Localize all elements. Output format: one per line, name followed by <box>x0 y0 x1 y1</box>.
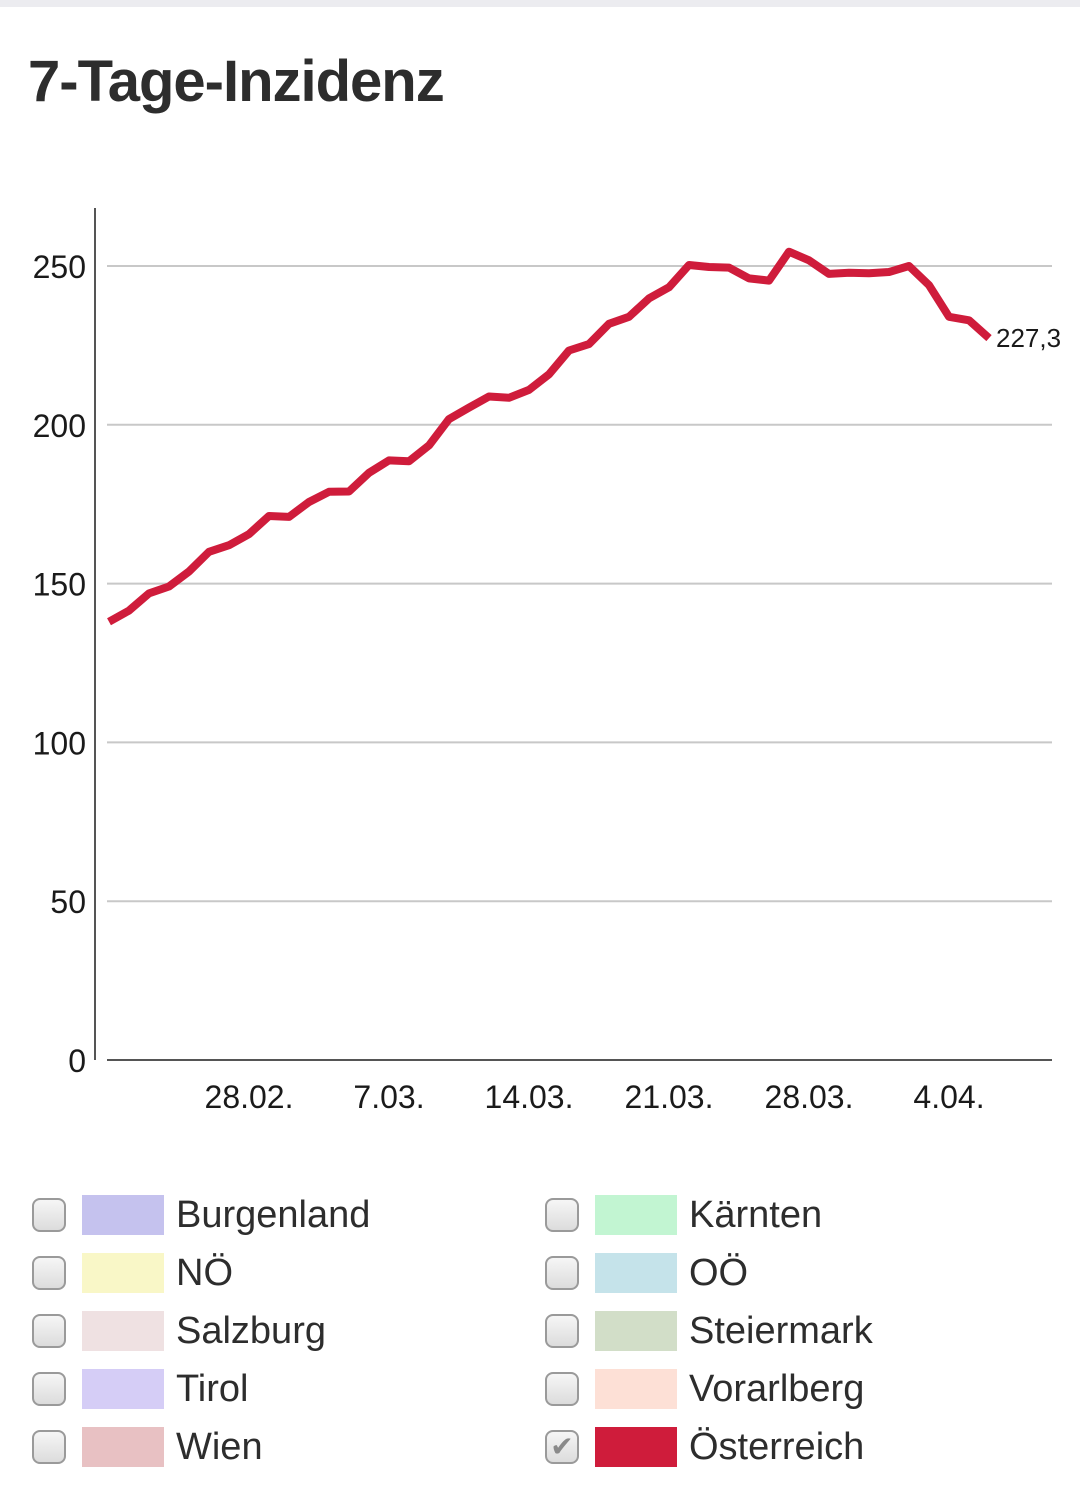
series-group: 227,3 <box>107 247 1061 626</box>
legend-checkbox[interactable] <box>545 1256 579 1290</box>
y-tick-label: 50 <box>50 884 86 920</box>
legend-swatch <box>595 1253 677 1293</box>
legend-label: Vorarlberg <box>689 1367 865 1410</box>
x-tick-label: 14.03. <box>485 1079 574 1115</box>
legend-checkbox[interactable] <box>32 1372 66 1406</box>
legend-swatch <box>82 1253 164 1293</box>
checkmark-icon: ✔ <box>550 1431 574 1462</box>
legend-swatch <box>82 1195 164 1235</box>
legend-item[interactable]: ✔ Österreich <box>545 1422 864 1472</box>
y-tick-label: 150 <box>33 567 86 603</box>
legend-swatch <box>82 1427 164 1467</box>
legend-item[interactable]: Burgenland <box>32 1190 370 1240</box>
x-axis-ticks: 28.02. 7.03. 14.03. 21.03. 28.03. 4.04. <box>205 1079 985 1115</box>
y-tick-label: 200 <box>33 408 86 444</box>
legend-swatch <box>82 1311 164 1351</box>
x-tick-label: 28.03. <box>765 1079 854 1115</box>
legend-item[interactable]: Tirol <box>32 1364 248 1414</box>
legend-label: Österreich <box>689 1425 865 1468</box>
series-line-0 <box>107 247 992 626</box>
x-tick-label: 7.03. <box>353 1079 424 1115</box>
legend-checkbox[interactable] <box>32 1314 66 1348</box>
legend-label: Wien <box>176 1425 263 1468</box>
legend-checkbox[interactable] <box>32 1256 66 1290</box>
legend-label: Steiermark <box>689 1309 873 1352</box>
legend-swatch <box>595 1311 677 1351</box>
top-strip <box>0 0 1080 7</box>
legend-item[interactable]: Steiermark <box>545 1306 873 1356</box>
legend-label: NÖ <box>176 1251 233 1294</box>
legend-swatch <box>82 1369 164 1409</box>
legend-swatch <box>595 1427 677 1467</box>
y-tick-label: 0 <box>68 1043 86 1079</box>
y-tick-label: 250 <box>33 249 86 285</box>
legend-swatch <box>595 1195 677 1235</box>
legend-item[interactable]: OÖ <box>545 1248 748 1298</box>
legend-label: Tirol <box>176 1367 249 1410</box>
legend-checkbox[interactable] <box>545 1314 579 1348</box>
legend-checkbox[interactable]: ✔ <box>545 1430 579 1464</box>
axes <box>94 208 1052 1061</box>
legend-item[interactable]: NÖ <box>32 1248 233 1298</box>
legend-item[interactable]: Vorarlberg <box>545 1364 864 1414</box>
y-axis-ticks: 0 50 100 150 200 250 <box>33 249 86 1079</box>
x-tick-label: 4.04. <box>913 1079 984 1115</box>
y-tick-label: 100 <box>33 725 86 761</box>
legend-checkbox[interactable] <box>545 1198 579 1232</box>
legend-label: OÖ <box>689 1251 749 1294</box>
chart-title: 7-Tage-Inzidenz <box>28 49 445 114</box>
end-value-label: 227,3 <box>996 323 1061 353</box>
gridlines <box>107 265 1052 903</box>
legend-checkbox[interactable] <box>32 1430 66 1464</box>
legend-checkbox[interactable] <box>545 1372 579 1406</box>
legend-label: Burgenland <box>176 1193 371 1236</box>
legend-item[interactable]: Salzburg <box>32 1306 326 1356</box>
legend-item[interactable]: Kärnten <box>545 1190 822 1240</box>
legend-label: Kärnten <box>689 1193 823 1236</box>
legend-swatch <box>595 1369 677 1409</box>
x-tick-label: 28.02. <box>205 1079 294 1115</box>
legend-label: Salzburg <box>176 1309 326 1352</box>
x-tick-label: 21.03. <box>625 1079 714 1115</box>
legend-item[interactable]: Wien <box>32 1422 263 1472</box>
legend-checkbox[interactable] <box>32 1198 66 1232</box>
